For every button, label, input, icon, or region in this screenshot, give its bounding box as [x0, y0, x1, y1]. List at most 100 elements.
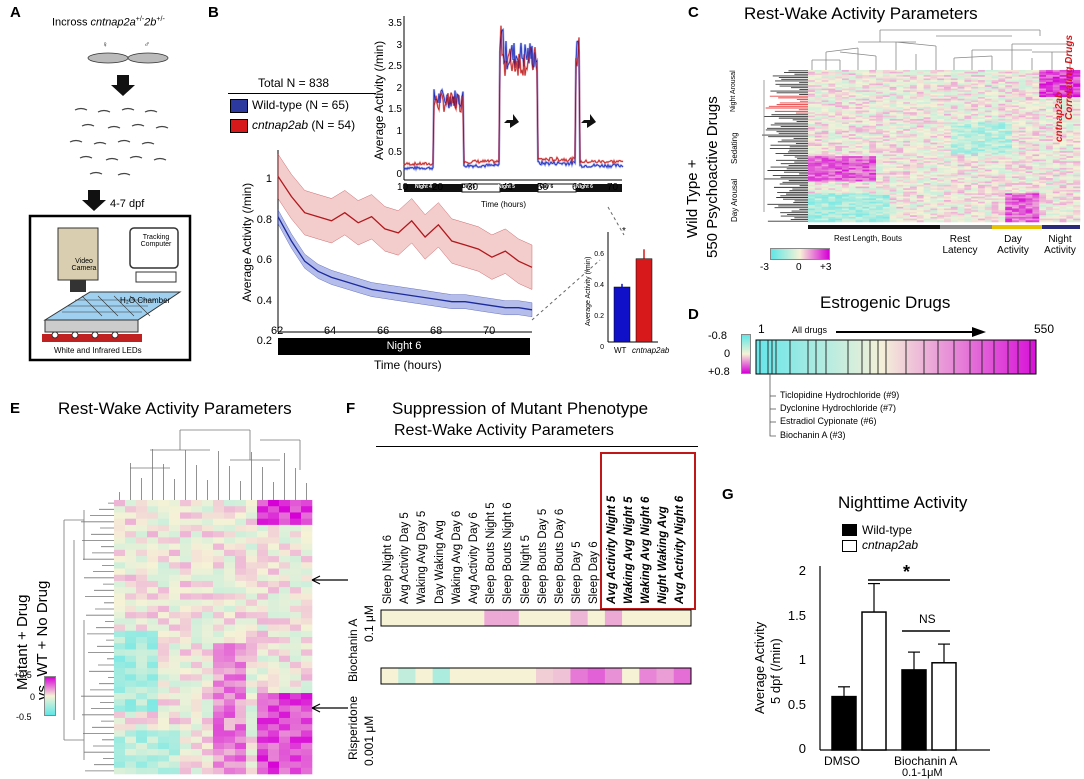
e-heat-cell: [169, 705, 181, 713]
f-strip2-cell: [622, 668, 640, 684]
c-heat-cell: [869, 120, 877, 123]
e-heat-cell: [301, 661, 313, 669]
c-heat-cell: [842, 93, 850, 96]
c-heat-cell: [1059, 83, 1067, 86]
c-heat-cell: [1032, 124, 1040, 127]
inset-night-label: Night 4: [415, 184, 432, 190]
c-heat-cell: [821, 140, 829, 143]
e-heat-cell: [279, 518, 291, 526]
c-heat-cell: [957, 80, 965, 83]
c-heat-cell: [814, 162, 822, 165]
c-heat-cell: [842, 193, 850, 196]
c-heat-cell: [991, 90, 999, 93]
c-heat-cell: [923, 78, 931, 81]
c-heat-cell: [889, 80, 897, 83]
c-heat-cell: [950, 178, 958, 181]
c-heat-cell: [1046, 208, 1054, 211]
e-heat-cell: [125, 742, 137, 750]
c-heat-cell: [910, 154, 918, 157]
c-heat-cell: [1059, 146, 1067, 148]
c-heat-cell: [848, 169, 856, 172]
c-heat-cell: [937, 93, 945, 96]
c-heat-cell: [978, 196, 986, 199]
c-heat-cell: [930, 162, 938, 165]
c-heat-cell: [1059, 211, 1067, 214]
c-heat-cell: [984, 151, 992, 154]
e-heat-cell: [147, 724, 159, 731]
c-heat-cell: [923, 81, 931, 84]
e-heat-cell: [279, 618, 291, 625]
c-heat-cell: [842, 194, 850, 197]
c-heat-cell: [1073, 78, 1081, 81]
c-heat-cell: [984, 127, 992, 130]
c-heat-cell: [1032, 113, 1040, 116]
c-heat-cell: [930, 124, 938, 127]
c-heat-cell: [855, 203, 863, 206]
c-heat-cell: [923, 88, 931, 91]
c-heat-cell: [950, 118, 958, 121]
c-heat-cell: [964, 146, 972, 148]
c-heat-cell: [1005, 159, 1013, 162]
f-param-label: Avg Activity Day 6: [468, 512, 480, 604]
c-heat-cell: [821, 117, 829, 120]
c-heat-cell: [814, 167, 822, 170]
c-heat-cell: [930, 117, 938, 120]
c-heat-cell: [923, 189, 931, 192]
e-heat-cell: [224, 649, 236, 656]
e-heat-cell: [114, 686, 126, 694]
c-heat-cell: [1032, 108, 1040, 111]
c-heat-cell: [808, 173, 816, 176]
c-heat-cell: [1066, 120, 1074, 123]
c-heat-cell: [991, 83, 999, 86]
c-heat-cell: [1052, 85, 1060, 88]
c-heat-cell: [910, 100, 918, 103]
c-heat-cell: [1066, 80, 1074, 83]
c-heat-cell: [1025, 90, 1033, 93]
c-heat-cell: [1046, 166, 1054, 169]
c-heat-cell: [1046, 152, 1054, 155]
c-heat-cell: [842, 203, 850, 206]
c-heat-cell: [916, 179, 924, 182]
c-heat-cell: [876, 220, 884, 223]
c-heat-cell: [903, 125, 911, 128]
c-heat-cell: [808, 71, 816, 74]
d-arrow-head-icon: [972, 327, 986, 337]
f-strip1-cell: [604, 610, 623, 626]
c-correlating-label: Correlating Drugs: [1064, 34, 1075, 120]
c-heat-cell: [937, 140, 945, 143]
e-heat-cell: [301, 524, 313, 532]
c-heat-cell: [1032, 103, 1040, 106]
c-heat-cell: [808, 178, 816, 181]
c-heat-cell: [1052, 93, 1060, 96]
c-heat-cell: [869, 157, 877, 160]
genotype-a-sup: +/-: [135, 16, 145, 23]
c-heat-cell: [814, 90, 822, 93]
c-heat-cell: [903, 103, 911, 106]
c-heat-cell: [930, 102, 938, 105]
e-heat-cell: [180, 500, 192, 507]
e-heat-cell: [180, 612, 192, 619]
c-heat-cell: [1012, 157, 1020, 160]
c-heat-cell: [1018, 146, 1026, 148]
c-heat-cell: [944, 200, 952, 203]
c-heat-cell: [923, 166, 931, 169]
c-heat-cell: [1005, 110, 1013, 113]
c-heat-cell: [984, 176, 992, 179]
c-heat-cell: [1018, 151, 1026, 154]
c-heat-cell: [916, 154, 924, 157]
e-heat-cell: [169, 730, 181, 737]
e-heat-cell: [147, 730, 159, 737]
e-heat-cell: [147, 605, 159, 613]
c-heat-cell: [1005, 184, 1013, 187]
e-arrow-biochanin-icon: [311, 575, 348, 585]
c-heat-cell: [821, 161, 829, 164]
c-heat-cell: [984, 144, 992, 147]
c-heat-cell: [821, 132, 829, 135]
c-heat-cell: [1059, 157, 1067, 160]
c-heat-cell: [984, 93, 992, 96]
c-heat-cell: [930, 152, 938, 155]
c-heat-cell: [903, 147, 911, 150]
c-heat-cell: [950, 157, 958, 160]
c-heat-cell: [1025, 142, 1033, 145]
e-heat-cell: [136, 637, 148, 644]
